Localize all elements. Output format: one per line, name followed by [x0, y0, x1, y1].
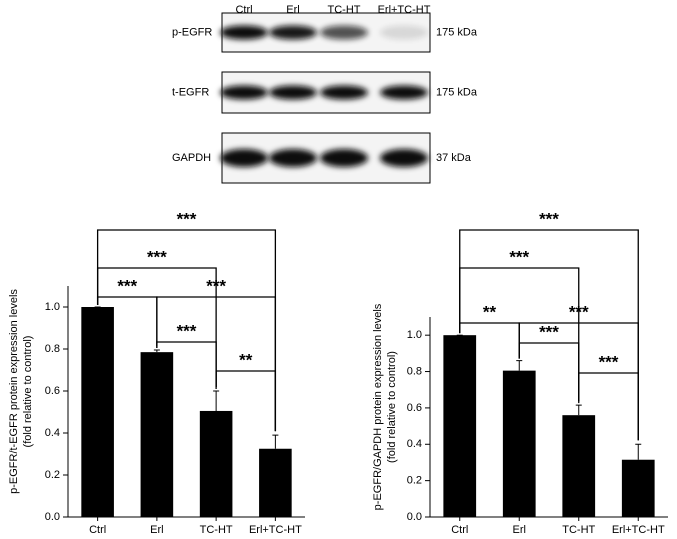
blot-band [320, 85, 368, 100]
y-tick-label: 0.0 [407, 511, 422, 523]
y-tick-label: 1.0 [45, 301, 60, 313]
blot-band [269, 85, 317, 100]
y-tick-label: 0.0 [45, 511, 60, 523]
size-label: 175 kDa [436, 26, 478, 38]
blot-band [380, 25, 428, 40]
y-axis-label: p-EGFR/GAPDH protein expression levels [372, 303, 384, 510]
significance-label: *** [177, 321, 197, 340]
bar [259, 448, 292, 517]
error-bar [516, 360, 523, 371]
significance-label: *** [177, 209, 197, 228]
x-tick-label: Erl+TC-HT [612, 524, 665, 536]
y-tick-label: 0.6 [45, 385, 60, 397]
significance-label: ** [239, 350, 253, 369]
significance-label: ** [483, 302, 497, 321]
y-tick-label: 0.2 [45, 469, 60, 481]
x-tick-label: TC-HT [200, 524, 233, 536]
significance-label: *** [147, 247, 167, 266]
significance-label: *** [539, 322, 559, 341]
row-label: t-EGFR [172, 86, 209, 98]
row-label: p-EGFR [172, 26, 212, 38]
x-tick-label: Erl [150, 524, 163, 536]
blot-band [220, 149, 268, 167]
bar [199, 410, 233, 517]
significance-label: *** [599, 352, 619, 371]
x-tick-label: Ctrl [451, 524, 468, 536]
blot-band [380, 85, 428, 100]
blot-band [320, 149, 368, 167]
error-bar [153, 349, 160, 353]
error-bar [213, 390, 220, 411]
x-tick-label: Ctrl [89, 524, 106, 536]
error-bar [575, 404, 582, 416]
bar [502, 370, 536, 517]
significance-bracket [96, 229, 277, 432]
y-tick-label: 0.6 [407, 402, 422, 414]
size-label: 37 kDa [436, 152, 472, 164]
y-tick-label: 0.4 [407, 438, 422, 450]
significance-bracket [459, 229, 639, 441]
blot-band [220, 25, 268, 40]
y-axis-label: p-EGFR/t-EGFR protein expression levels [8, 289, 20, 494]
significance-label: *** [509, 247, 529, 266]
y-axis-label: (fold relative to control) [386, 351, 398, 463]
blot-band [380, 149, 428, 167]
blot-band [269, 25, 317, 40]
blot-band [320, 25, 368, 40]
significance-label: *** [539, 209, 559, 228]
y-axis-label: (fold relative to control) [22, 336, 34, 448]
size-label: 175 kDa [436, 86, 478, 98]
x-tick-label: TC-HT [562, 524, 595, 536]
bar-chart: 0.0 0.2 0.4 0.6 0.8 1.0 p-EGFR/t-EGFR protein … [8, 209, 305, 536]
x-tick-label: Erl+TC-HT [249, 524, 302, 536]
error-bar [635, 443, 642, 460]
y-tick-label: 0.2 [407, 475, 422, 487]
significance-label: *** [117, 276, 137, 295]
bar [81, 307, 114, 517]
blot-band [269, 149, 317, 167]
bar-chart: 0.0 0.2 0.4 0.6 0.8 1.0 p-EGFR/GAPDH protein e… [372, 209, 668, 536]
bar [562, 415, 596, 517]
y-tick-label: 0.8 [45, 343, 60, 355]
y-tick-label: 0.4 [45, 427, 60, 439]
error-bar [272, 434, 279, 449]
bar [140, 352, 174, 517]
row-label: GAPDH [172, 152, 211, 164]
blot-band [220, 85, 268, 100]
y-tick-label: 0.8 [407, 365, 422, 377]
x-tick-label: Erl [513, 524, 526, 536]
bar [621, 459, 655, 517]
y-tick-label: 1.0 [407, 329, 422, 341]
bar [443, 335, 477, 517]
